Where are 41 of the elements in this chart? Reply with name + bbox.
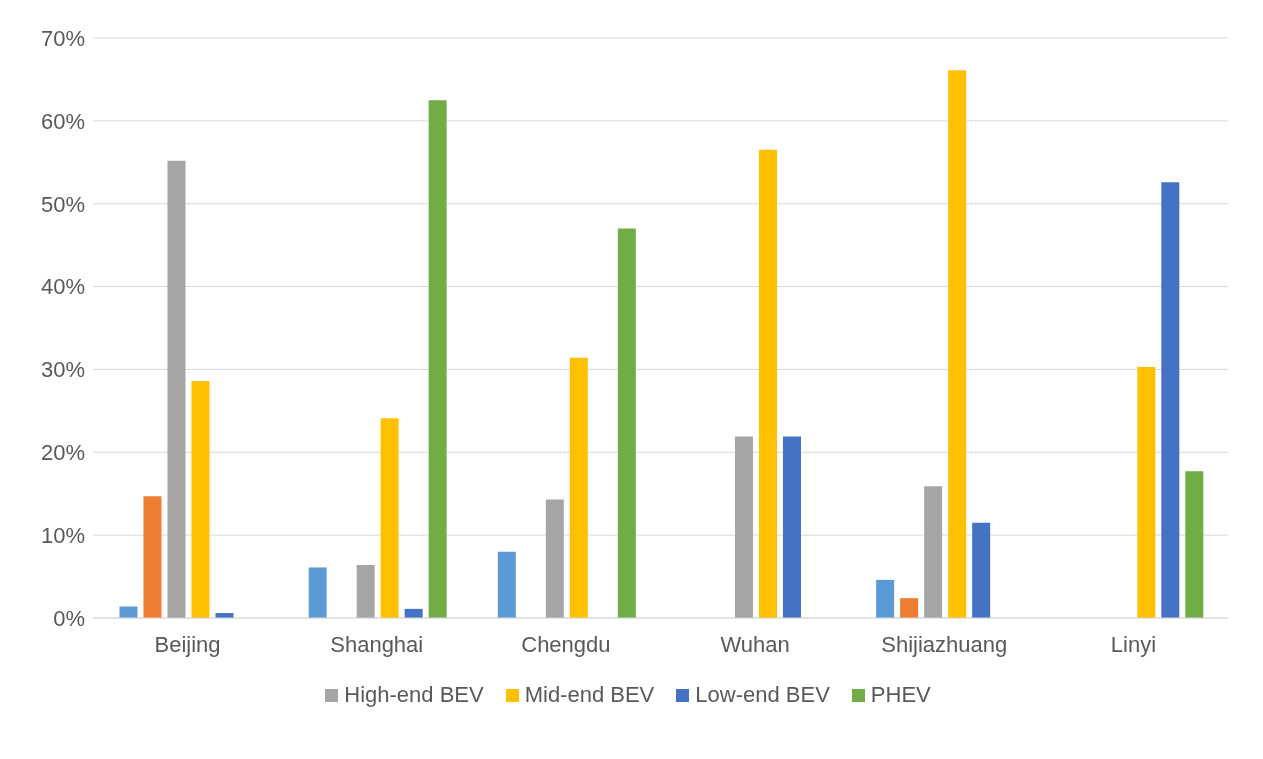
x-tick-label: Shijiazhuang <box>881 631 1008 657</box>
bar <box>167 160 186 618</box>
legend-label: PHEV <box>870 682 931 708</box>
legend-label: High-end BEV <box>344 682 484 708</box>
bar <box>948 70 967 618</box>
x-tick-label: Shanghai <box>330 631 424 657</box>
bar <box>356 564 375 618</box>
y-tick-label: 10% <box>40 522 85 548</box>
bar <box>428 100 447 618</box>
bar <box>782 436 801 618</box>
y-tick-label: 60% <box>40 108 85 134</box>
bar <box>900 598 919 618</box>
bar <box>617 228 636 618</box>
bar <box>1161 182 1180 618</box>
y-tick-label: 40% <box>40 274 85 300</box>
bar <box>1185 471 1204 618</box>
bar <box>924 486 943 618</box>
x-tick-label: Wuhan <box>720 631 790 657</box>
bar <box>972 522 991 618</box>
bar <box>734 436 753 618</box>
bar <box>545 499 564 618</box>
bar <box>119 606 138 618</box>
bar <box>497 551 516 618</box>
bar <box>308 567 327 618</box>
legend-label: Mid-end BEV <box>524 682 655 708</box>
x-tick-label: Linyi <box>1110 631 1157 657</box>
legend-label: Low-end BEV <box>695 682 830 708</box>
y-tick-label: 20% <box>40 440 85 466</box>
y-tick-label: 70% <box>40 25 85 51</box>
x-tick-label: Chengdu <box>521 631 611 657</box>
y-tick-label: 30% <box>40 357 85 383</box>
bar <box>876 579 895 618</box>
bar <box>143 496 162 618</box>
bar <box>1137 366 1156 618</box>
bar <box>569 357 588 618</box>
bar <box>380 418 399 618</box>
y-tick-label: 0% <box>53 605 85 631</box>
y-tick-label: 50% <box>40 191 85 217</box>
bar <box>758 149 777 618</box>
bar <box>191 381 210 618</box>
x-tick-label: Beijing <box>154 631 221 657</box>
